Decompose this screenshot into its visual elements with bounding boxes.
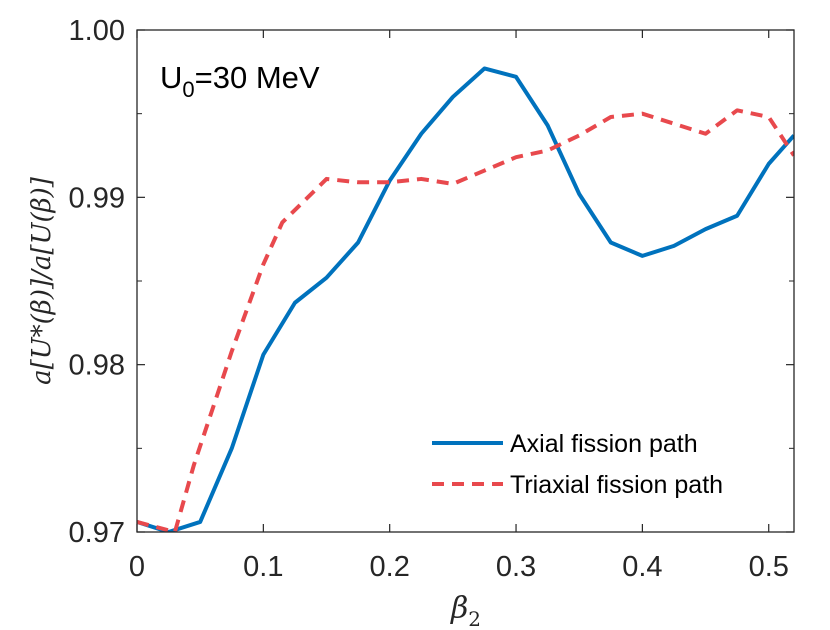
x-tick-label: 0.1 [243,551,283,583]
plot-background [137,30,794,532]
y-tick-label: 0.98 [69,350,125,382]
legend-label-triaxial: Triaxial fission path [510,471,723,499]
y-axis-title: a[U*(β)]/a[U(β)] [27,176,57,385]
x-tick-label: 0 [129,551,145,583]
triaxial-fission-path-line [137,108,794,532]
x-tick-label: 0.4 [622,551,662,583]
legend: Axial fission path Triaxial fission path [432,430,723,499]
legend-label-axial: Axial fission path [510,430,698,458]
x-axis-title-main: β [450,591,468,626]
x-tick-label: 0.2 [370,551,410,583]
series-lines [137,66,794,532]
annotation-u0: U0=30 MeV [160,60,320,102]
annotation-sub: 0 [182,77,194,102]
plot-frame [136,29,795,533]
y-tick-label: 0.97 [69,517,125,549]
x-axis-title: β2 [450,591,481,630]
x-tick-labels: 0 0.1 0.2 0.3 0.4 0.5 [129,551,789,583]
x-tick-label: 0.5 [749,551,789,583]
annotation-rest: =30 MeV [195,60,320,95]
axial-fission-path-line [137,66,794,532]
x-axis-title-sub: 2 [468,607,481,630]
x-tick-label: 0.3 [496,551,536,583]
y-tick-label: 1.00 [69,15,125,47]
y-tick-labels: 0.97 0.98 0.99 1.00 [69,15,125,549]
y-tick-label: 0.99 [69,182,125,214]
annotation-main: U [160,60,182,95]
